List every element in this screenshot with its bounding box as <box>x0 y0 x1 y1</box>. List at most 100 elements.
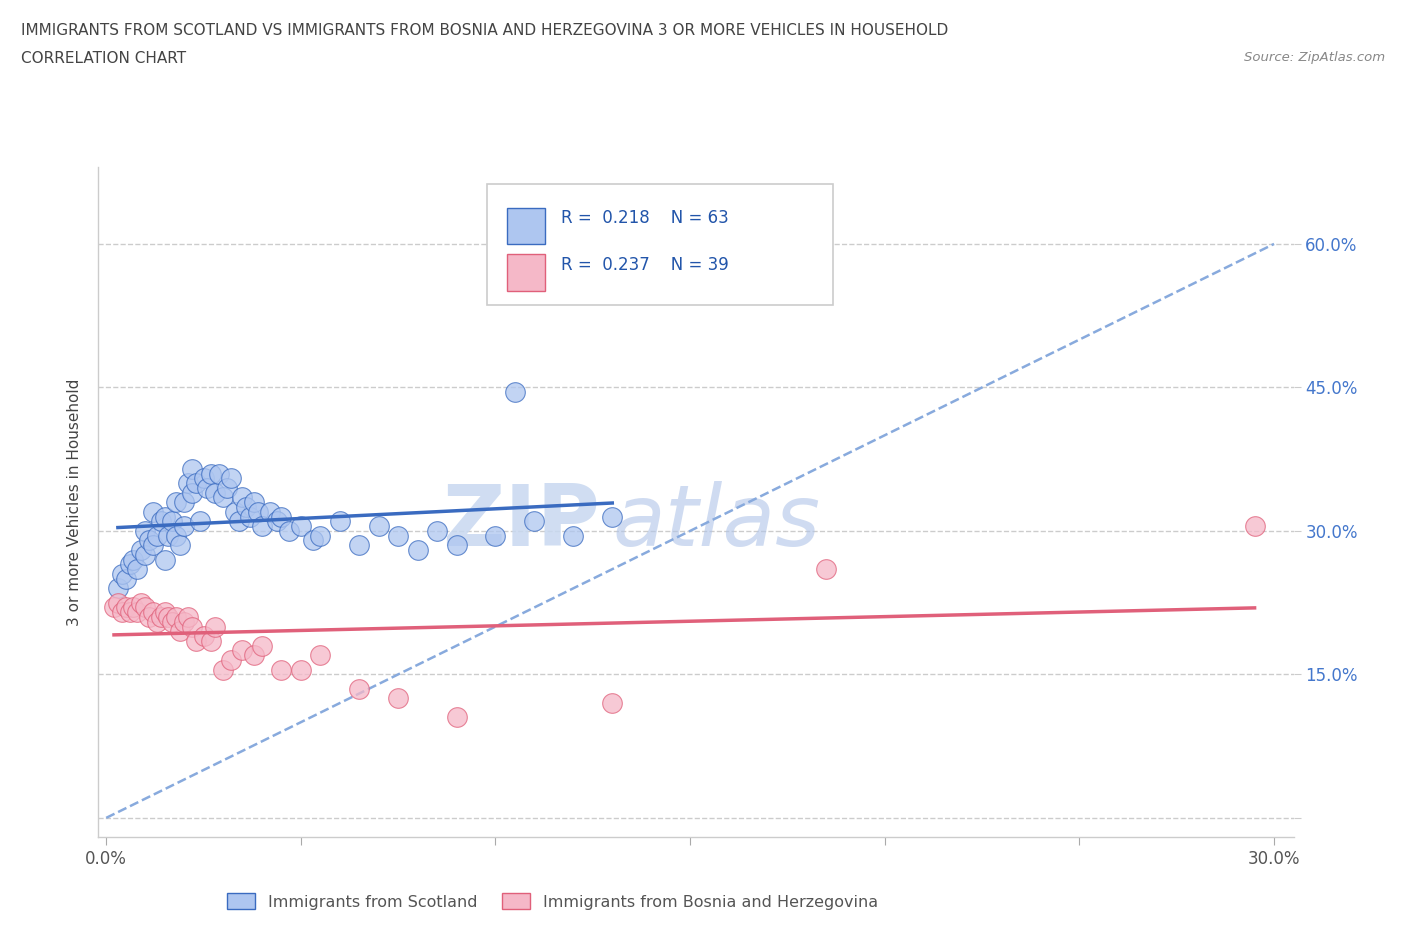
Point <box>278 524 301 538</box>
Point <box>153 604 176 619</box>
Point <box>349 682 371 697</box>
Point <box>247 504 270 519</box>
Point <box>204 485 226 500</box>
Point <box>446 538 468 552</box>
Text: Source: ZipAtlas.com: Source: ZipAtlas.com <box>1244 51 1385 64</box>
Point <box>165 495 187 510</box>
Point <box>212 662 235 677</box>
Point <box>309 648 332 663</box>
Point <box>127 604 149 619</box>
Point <box>231 490 253 505</box>
Point <box>169 538 191 552</box>
Point <box>215 481 238 496</box>
Point <box>243 495 266 510</box>
Point <box>235 499 257 514</box>
Point <box>134 600 156 615</box>
Point <box>250 519 273 534</box>
Point <box>149 514 172 529</box>
Point <box>173 495 195 510</box>
Point <box>243 648 266 663</box>
Point <box>197 481 219 496</box>
Point <box>177 475 200 490</box>
Point <box>107 581 129 596</box>
Point <box>122 600 145 615</box>
Text: IMMIGRANTS FROM SCOTLAND VS IMMIGRANTS FROM BOSNIA AND HERZEGOVINA 3 OR MORE VEH: IMMIGRANTS FROM SCOTLAND VS IMMIGRANTS F… <box>21 23 948 38</box>
Point <box>162 615 184 630</box>
Point <box>266 514 288 529</box>
Point <box>212 490 235 505</box>
Point <box>290 662 312 677</box>
Point <box>188 514 211 529</box>
Point <box>134 524 156 538</box>
Point <box>122 552 145 567</box>
Point <box>129 595 152 610</box>
Point <box>503 385 526 400</box>
Text: CORRELATION CHART: CORRELATION CHART <box>21 51 186 66</box>
Point <box>157 609 180 624</box>
Point <box>600 696 623 711</box>
Point <box>153 509 176 524</box>
Point <box>177 609 200 624</box>
Point <box>142 538 165 552</box>
Y-axis label: 3 or more Vehicles in Household: 3 or more Vehicles in Household <box>67 379 83 626</box>
Point <box>149 609 172 624</box>
Point <box>250 638 273 653</box>
Point <box>134 548 156 563</box>
Point <box>239 509 262 524</box>
Point <box>114 600 136 615</box>
Point <box>219 471 242 485</box>
Point <box>127 562 149 577</box>
Point <box>184 475 207 490</box>
Point <box>204 619 226 634</box>
Point <box>193 471 215 485</box>
Text: atlas: atlas <box>613 481 820 564</box>
Point <box>600 509 623 524</box>
Point <box>162 514 184 529</box>
Point <box>153 552 176 567</box>
Point <box>562 528 585 543</box>
Point <box>184 633 207 648</box>
Point <box>446 710 468 724</box>
Point <box>193 629 215 644</box>
Point <box>180 485 202 500</box>
FancyBboxPatch shape <box>486 184 834 305</box>
Legend: Immigrants from Scotland, Immigrants from Bosnia and Herzegovina: Immigrants from Scotland, Immigrants fro… <box>221 886 884 916</box>
Point <box>146 528 169 543</box>
Point <box>111 566 134 581</box>
Point <box>259 504 281 519</box>
Point <box>301 533 323 548</box>
Point <box>200 466 222 481</box>
Text: R =  0.237    N = 39: R = 0.237 N = 39 <box>561 256 728 273</box>
Point <box>118 604 141 619</box>
Point <box>142 604 165 619</box>
Point <box>484 528 506 543</box>
Point <box>426 524 449 538</box>
Point <box>270 509 292 524</box>
Point <box>180 619 202 634</box>
Point <box>111 604 134 619</box>
Point <box>1243 519 1265 534</box>
Point <box>107 595 129 610</box>
Point <box>224 504 246 519</box>
Point <box>367 519 389 534</box>
Point <box>290 519 312 534</box>
Text: ZIP: ZIP <box>443 481 600 564</box>
FancyBboxPatch shape <box>508 255 546 291</box>
Text: R =  0.218    N = 63: R = 0.218 N = 63 <box>561 209 728 227</box>
FancyBboxPatch shape <box>508 207 546 245</box>
Point <box>129 542 152 557</box>
Point <box>329 514 352 529</box>
Point <box>200 633 222 648</box>
Point <box>208 466 231 481</box>
Point <box>523 514 546 529</box>
Point <box>231 643 253 658</box>
Point <box>165 528 187 543</box>
Point <box>349 538 371 552</box>
Point <box>103 600 125 615</box>
Point <box>815 562 838 577</box>
Point <box>406 542 429 557</box>
Point <box>138 609 160 624</box>
Point <box>173 519 195 534</box>
Point <box>173 615 195 630</box>
Point <box>169 624 191 639</box>
